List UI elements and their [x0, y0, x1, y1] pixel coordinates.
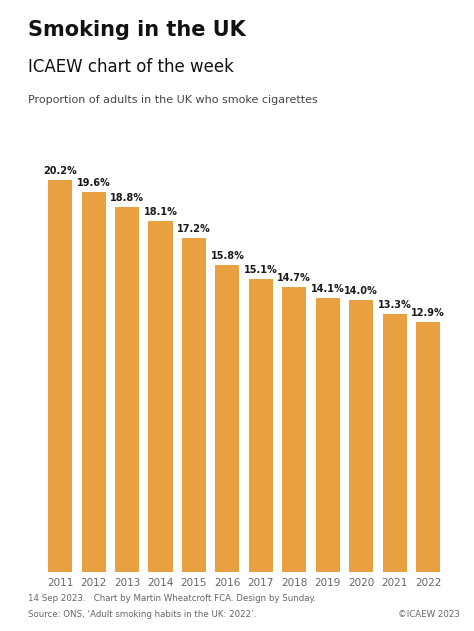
Bar [148, 221, 173, 572]
Bar [115, 207, 139, 572]
Bar [349, 300, 373, 572]
Text: 14.0%: 14.0% [344, 286, 378, 297]
Bar [249, 279, 273, 572]
Bar [316, 298, 340, 572]
Bar [182, 238, 206, 572]
Bar [215, 266, 239, 572]
Text: 14.1%: 14.1% [311, 285, 345, 295]
Text: 14.7%: 14.7% [277, 273, 311, 283]
Bar [282, 286, 306, 572]
Text: Smoking in the UK: Smoking in the UK [28, 20, 246, 40]
Text: Source: ONS, ‘Adult smoking habits in the UK: 2022’.: Source: ONS, ‘Adult smoking habits in th… [28, 610, 257, 619]
Text: ©ICAEW 2023: ©ICAEW 2023 [398, 610, 460, 619]
Text: ICAEW chart of the week: ICAEW chart of the week [28, 58, 234, 76]
Bar [48, 180, 72, 572]
Text: Proportion of adults in the UK who smoke cigarettes: Proportion of adults in the UK who smoke… [28, 95, 318, 105]
Text: 18.8%: 18.8% [110, 193, 144, 203]
Text: 20.2%: 20.2% [43, 166, 77, 176]
Bar [416, 322, 440, 572]
Text: 15.1%: 15.1% [244, 265, 278, 275]
Text: 19.6%: 19.6% [77, 178, 110, 187]
Text: 18.1%: 18.1% [144, 207, 177, 217]
Text: 12.9%: 12.9% [411, 308, 445, 318]
Text: 14 Sep 2023.   Chart by Martin Wheatcroft FCA. Design by Sunday.: 14 Sep 2023. Chart by Martin Wheatcroft … [28, 594, 317, 603]
Bar [82, 192, 106, 572]
Bar [383, 314, 407, 572]
Text: 13.3%: 13.3% [378, 300, 411, 310]
Text: 15.8%: 15.8% [210, 252, 244, 261]
Text: 17.2%: 17.2% [177, 224, 211, 234]
